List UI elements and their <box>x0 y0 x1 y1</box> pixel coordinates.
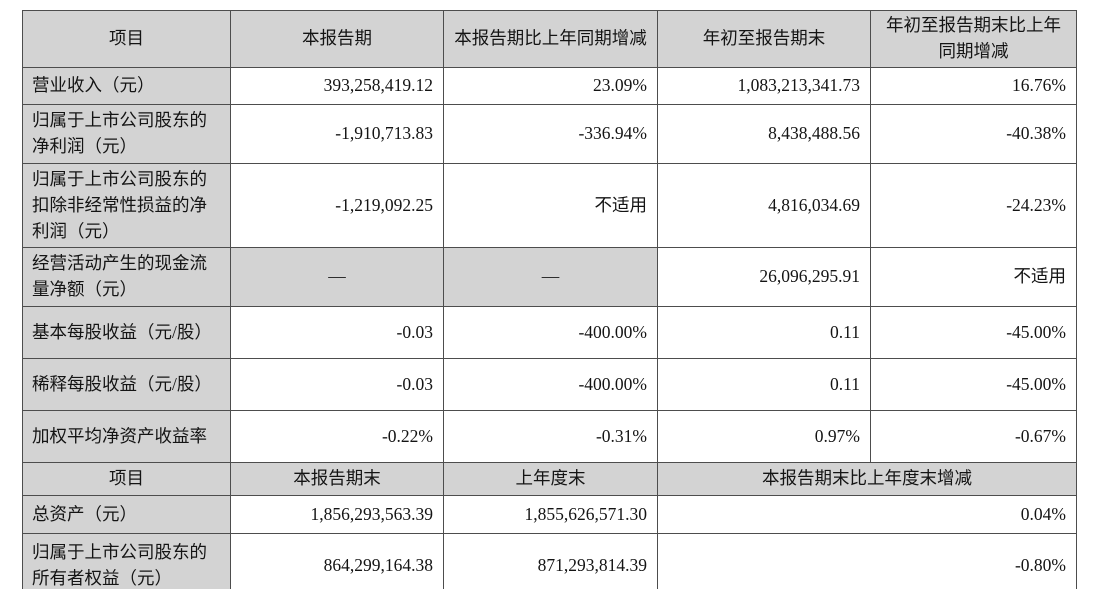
section2-header-row: 项目 本报告期末 上年度末 本报告期末比上年度末增减 <box>22 462 1077 497</box>
header-cell-prior-year-end: 上年度末 <box>443 462 658 497</box>
header-cell-period-yoy-change: 本报告期比上年同期增减 <box>443 10 658 68</box>
value-cell: 不适用 <box>443 162 658 249</box>
financial-summary-table: 项目 本报告期 本报告期比上年同期增减 年初至报告期末 年初至报告期末比上年同期… <box>22 10 1077 589</box>
value-cell: 1,855,626,571.30 <box>443 495 658 535</box>
value-cell: 0.11 <box>657 306 871 360</box>
row-label-cell: 总资产（元） <box>22 495 231 535</box>
value-cell: 1,856,293,563.39 <box>230 495 444 535</box>
row-label-cell: 归属于上市公司股东的扣除非经常性损益的净利润（元） <box>22 162 231 249</box>
value-cell: -0.31% <box>443 410 658 464</box>
header-cell-period-end-change: 本报告期末比上年度末增减 <box>657 462 1077 497</box>
value-cell: 0.97% <box>657 410 871 464</box>
value-cell-dash: — <box>443 247 658 308</box>
row-label-cell: 加权平均净资产收益率 <box>22 410 231 464</box>
value-cell: 1,083,213,341.73 <box>657 67 871 105</box>
value-cell: -0.22% <box>230 410 444 464</box>
value-cell: 不适用 <box>870 247 1077 308</box>
header-cell-current-period: 本报告期 <box>230 10 444 68</box>
value-cell-merged: 0.04% <box>657 495 1077 535</box>
value-cell: 23.09% <box>443 67 658 105</box>
row-label-cell: 基本每股收益（元/股） <box>22 306 231 360</box>
table-row-revenue: 营业收入（元） 393,258,419.12 23.09% 1,083,213,… <box>22 67 1077 105</box>
value-cell: -0.03 <box>230 358 444 412</box>
value-cell: -400.00% <box>443 358 658 412</box>
table-row-owners-equity: 归属于上市公司股东的所有者权益（元） 864,299,164.38 871,29… <box>22 533 1077 589</box>
table-row-diluted-eps: 稀释每股收益（元/股） -0.03 -400.00% 0.11 -45.00% <box>22 358 1077 412</box>
value-cell: -24.23% <box>870 162 1077 249</box>
header-cell-item: 项目 <box>22 462 231 497</box>
row-label-cell: 归属于上市公司股东的净利润（元） <box>22 104 231 164</box>
value-cell: -45.00% <box>870 358 1077 412</box>
table-row-operating-cash-flow: 经营活动产生的现金流量净额（元） — — 26,096,295.91 不适用 <box>22 247 1077 308</box>
header-cell-ytd: 年初至报告期末 <box>657 10 871 68</box>
header-cell-ytd-yoy-change: 年初至报告期末比上年同期增减 <box>870 10 1077 68</box>
value-cell: 864,299,164.38 <box>230 533 444 589</box>
value-cell: -1,219,092.25 <box>230 162 444 249</box>
table-row-weighted-avg-roe: 加权平均净资产收益率 -0.22% -0.31% 0.97% -0.67% <box>22 410 1077 464</box>
value-cell: -0.67% <box>870 410 1077 464</box>
header-cell-period-end: 本报告期末 <box>230 462 444 497</box>
value-cell-dash: — <box>230 247 444 308</box>
value-cell: -400.00% <box>443 306 658 360</box>
table-row-net-profit: 归属于上市公司股东的净利润（元） -1,910,713.83 -336.94% … <box>22 104 1077 164</box>
row-label-cell: 营业收入（元） <box>22 67 231 105</box>
value-cell: -0.03 <box>230 306 444 360</box>
value-cell: 393,258,419.12 <box>230 67 444 105</box>
table-row-total-assets: 总资产（元） 1,856,293,563.39 1,855,626,571.30… <box>22 495 1077 535</box>
value-cell: -336.94% <box>443 104 658 164</box>
value-cell: 26,096,295.91 <box>657 247 871 308</box>
row-label-cell: 经营活动产生的现金流量净额（元） <box>22 247 231 308</box>
section1-header-row: 项目 本报告期 本报告期比上年同期增减 年初至报告期末 年初至报告期末比上年同期… <box>22 10 1077 68</box>
value-cell: -40.38% <box>870 104 1077 164</box>
table-row-basic-eps: 基本每股收益（元/股） -0.03 -400.00% 0.11 -45.00% <box>22 306 1077 360</box>
value-cell: 871,293,814.39 <box>443 533 658 589</box>
table-row-net-profit-excl-nonrecurring: 归属于上市公司股东的扣除非经常性损益的净利润（元） -1,219,092.25 … <box>22 162 1077 249</box>
value-cell: -1,910,713.83 <box>230 104 444 164</box>
header-cell-item: 项目 <box>22 10 231 68</box>
row-label-cell: 稀释每股收益（元/股） <box>22 358 231 412</box>
value-cell: 4,816,034.69 <box>657 162 871 249</box>
value-cell: 8,438,488.56 <box>657 104 871 164</box>
value-cell: -45.00% <box>870 306 1077 360</box>
value-cell-merged: -0.80% <box>657 533 1077 589</box>
value-cell: 16.76% <box>870 67 1077 105</box>
row-label-cell: 归属于上市公司股东的所有者权益（元） <box>22 533 231 589</box>
value-cell: 0.11 <box>657 358 871 412</box>
